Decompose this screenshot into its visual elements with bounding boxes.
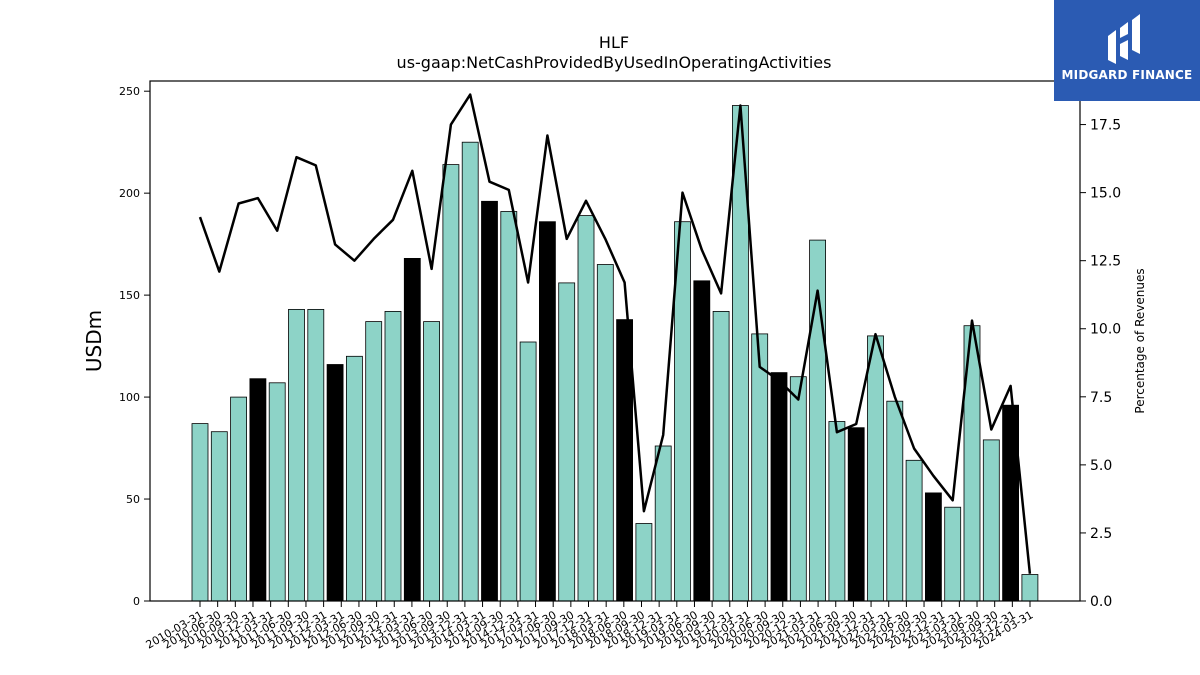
bar <box>230 396 248 602</box>
bar <box>442 164 460 602</box>
y2-tick-label: 2.5 <box>1090 526 1112 542</box>
bar <box>539 221 556 602</box>
bar <box>867 335 884 602</box>
bar <box>307 308 325 602</box>
y2-tick-label: 12.5 <box>1090 254 1121 270</box>
y-tick-label: 50 <box>126 493 140 506</box>
chart-subtitle: us-gaap:NetCashProvidedByUsedInOperating… <box>397 53 832 72</box>
bar <box>500 211 518 602</box>
y2-tick-label: 5.0 <box>1090 458 1112 474</box>
bar <box>944 506 962 602</box>
bar <box>693 280 711 602</box>
bar <box>770 372 788 602</box>
bar <box>886 400 904 602</box>
bar <box>481 200 498 602</box>
y-tick-label: 250 <box>119 85 140 98</box>
bar <box>210 431 228 602</box>
x-axis: 2010-03-312010-06-302010-09-302010-12-31… <box>144 601 1036 652</box>
bar-series <box>191 105 1039 602</box>
y-tick-label: 0 <box>133 595 140 608</box>
bar <box>519 341 537 602</box>
bar <box>789 376 807 602</box>
bar <box>384 310 402 602</box>
y-tick-label: 200 <box>119 187 140 200</box>
y-axis-label: USDm <box>82 310 106 372</box>
bar <box>654 445 672 602</box>
y2-tick-label: 0.0 <box>1090 594 1112 610</box>
right-axis: 0.0 2.5 5.0 7.5 10.0 12.5 15.0 17.5 <box>1080 118 1121 610</box>
y2-tick-label: 10.0 <box>1090 322 1121 338</box>
percent-of-revenues-line <box>198 93 1032 574</box>
midgard-logo-icon <box>1108 14 1140 64</box>
bar <box>345 355 363 602</box>
bar <box>847 427 865 602</box>
bar <box>288 308 305 602</box>
bar <box>1021 574 1039 602</box>
bar <box>712 310 730 602</box>
bar <box>403 257 421 602</box>
brand-name: MIDGARD FINANCE <box>1061 68 1193 82</box>
bar <box>326 364 344 602</box>
bar <box>423 321 441 602</box>
bar <box>635 523 653 602</box>
chart-title: HLF <box>599 33 629 52</box>
y-tick-label: 150 <box>119 289 140 302</box>
bar <box>925 492 942 602</box>
bar <box>191 423 209 602</box>
bar <box>596 264 614 602</box>
bar <box>558 282 576 602</box>
bar <box>365 321 383 602</box>
bar <box>249 378 267 602</box>
brand-logo: MIDGARD FINANCE <box>1054 0 1200 101</box>
bar <box>751 333 769 602</box>
y2-tick-label: 7.5 <box>1090 390 1112 406</box>
y2-axis-label: Percentage of Revenues <box>1133 268 1147 413</box>
left-axis: 0 50 100 150 200 250 <box>119 85 150 608</box>
bar <box>905 459 923 602</box>
y2-tick-label: 17.5 <box>1090 118 1121 134</box>
bar <box>461 141 479 602</box>
bar <box>982 439 1000 602</box>
y2-tick-label: 15.0 <box>1090 186 1121 202</box>
bar <box>268 382 286 602</box>
bar <box>828 421 846 602</box>
bar <box>577 215 595 602</box>
chart-titles: HLF us-gaap:NetCashProvidedByUsedInOpera… <box>397 33 832 72</box>
y-tick-label: 100 <box>119 391 140 404</box>
plot-frame <box>149 80 1081 602</box>
